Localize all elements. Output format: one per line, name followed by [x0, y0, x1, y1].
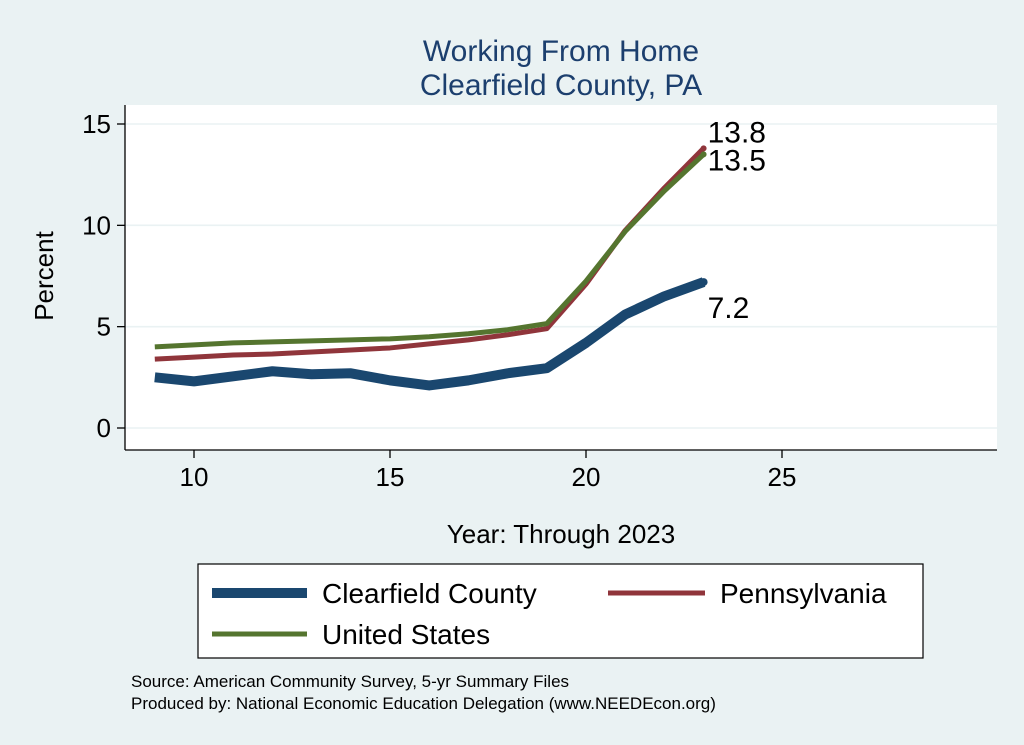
legend-entries: Clearfield County Pennsylvania United Stat…: [212, 578, 887, 650]
legend-label: Pennsylvania: [720, 578, 887, 609]
series-line-united-states: [154, 152, 706, 350]
plot-area: [125, 105, 997, 450]
x-tick-label: 15: [376, 462, 405, 492]
x-axis-title: Year: Through 2023: [447, 519, 675, 549]
grid-lines: [125, 123, 997, 429]
series-endpoint: [700, 151, 707, 158]
source-note: Source: American Community Survey, 5-yr …: [131, 672, 569, 691]
axes: 0 5 10 15 10 15 20 25: [82, 105, 997, 492]
y-tick-label: 0: [97, 413, 111, 443]
y-tick-label: 15: [82, 109, 111, 139]
series-endpoint: [700, 145, 707, 152]
series-line-clearfield-county: [154, 277, 706, 391]
chart-subtitle: Clearfield County, PA: [420, 69, 702, 102]
legend-label: Clearfield County: [322, 578, 537, 609]
x-tick-label: 10: [180, 462, 209, 492]
series-endpoint: [699, 278, 708, 287]
end-value-label: 7.2: [708, 292, 750, 325]
producer-note: Produced by: National Economic Education…: [131, 694, 716, 713]
legend: [197, 563, 924, 659]
x-tick-label: 20: [572, 462, 601, 492]
y-tick-label: 5: [97, 312, 111, 342]
x-tick-label: 25: [768, 462, 797, 492]
end-value-label: 13.8: [708, 116, 766, 149]
y-axis-title: Percent: [29, 230, 59, 320]
series-lines: [154, 145, 708, 391]
chart-title: Working From Home: [423, 35, 699, 68]
end-labels: 7.2 13.813.5: [708, 116, 766, 325]
legend-label: United States: [322, 619, 490, 650]
end-value-label: 13.5: [708, 144, 766, 177]
y-tick-label: 10: [82, 210, 111, 240]
